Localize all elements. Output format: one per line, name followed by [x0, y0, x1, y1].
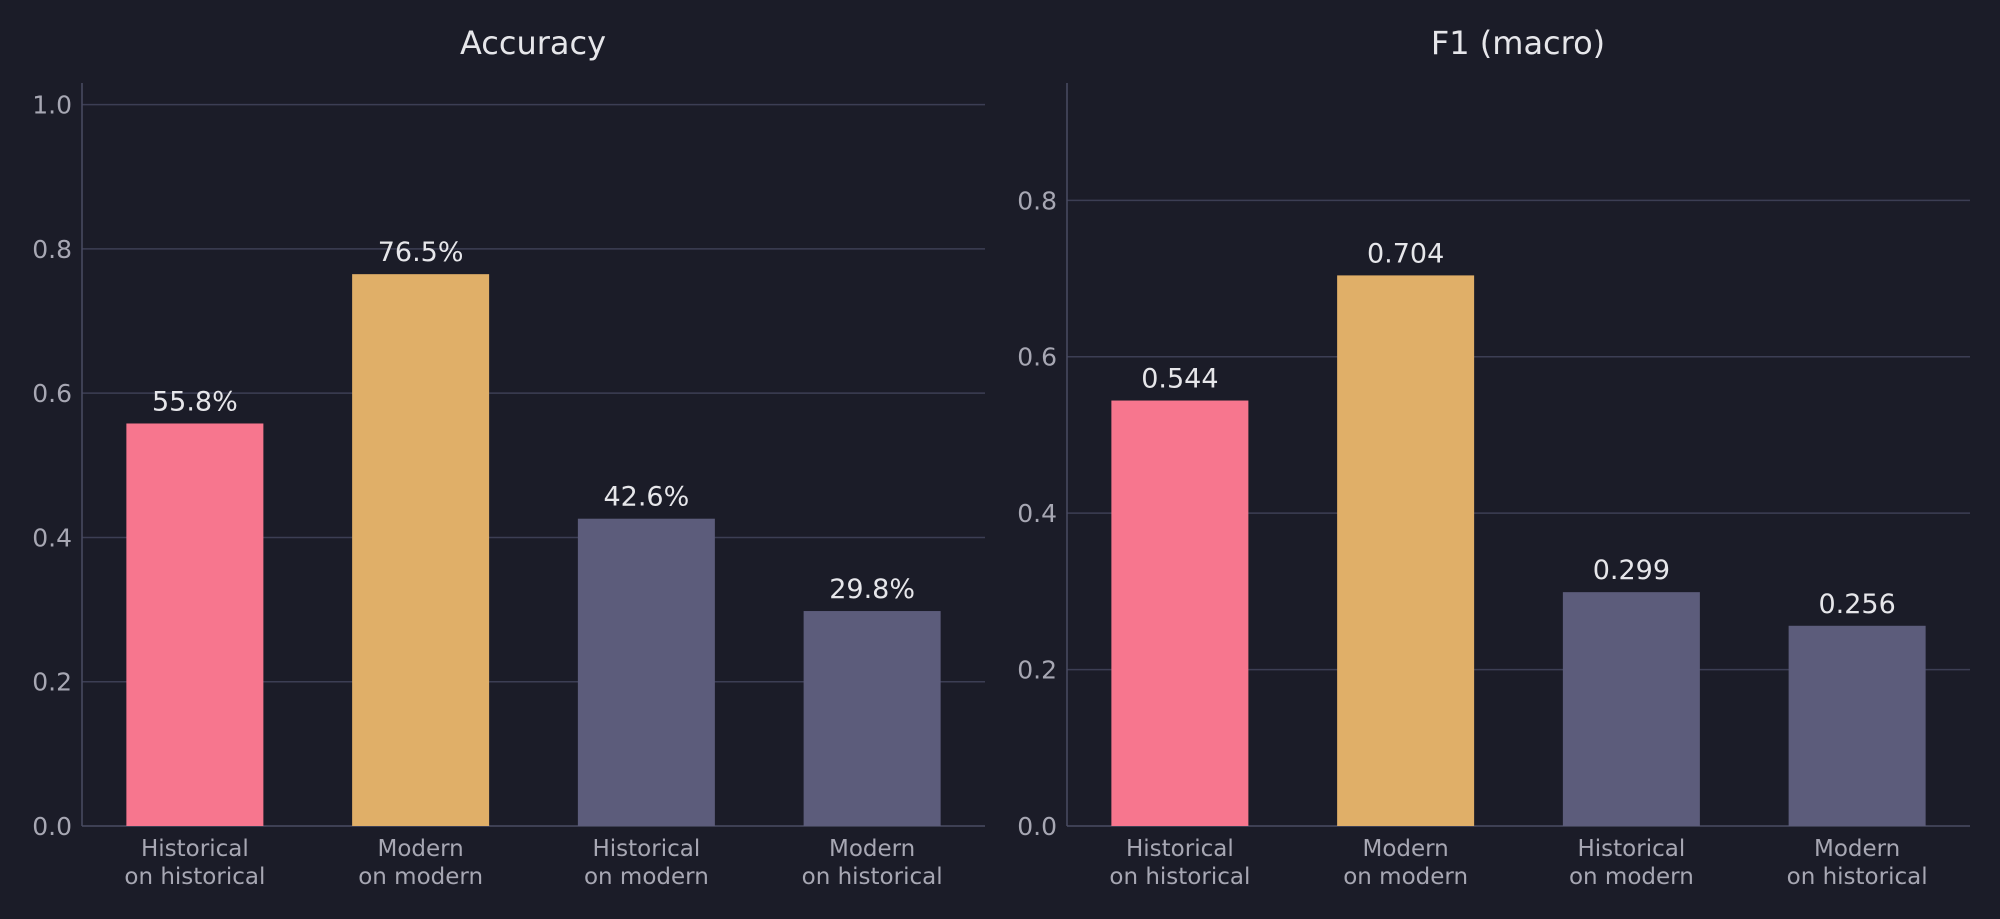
- y-tick-label: 0.2: [1017, 656, 1057, 685]
- bar: [126, 423, 264, 826]
- bar-value-label: 0.704: [1367, 238, 1444, 269]
- y-tick-label: 0.2: [32, 668, 72, 697]
- bar-value-label: 0.256: [1818, 589, 1895, 620]
- x-category-label: on historical: [802, 864, 943, 890]
- y-tick-label: 0.4: [1017, 499, 1057, 528]
- bar-value-label: 42.6%: [603, 482, 689, 513]
- x-category-label: on modern: [584, 864, 709, 890]
- x-category-label: Modern: [1362, 836, 1448, 862]
- y-tick-label: 0.8: [32, 235, 72, 264]
- x-category-label: Historical: [1126, 836, 1234, 862]
- bar: [1111, 400, 1249, 826]
- bar-value-label: 0.299: [1593, 555, 1670, 586]
- x-category-label: Historical: [141, 836, 249, 862]
- x-category-label: on historical: [1109, 864, 1250, 890]
- f1-chart-title: F1 (macro): [1431, 24, 1605, 62]
- y-tick-label: 0.0: [32, 812, 72, 841]
- bar: [1788, 625, 1926, 826]
- x-category-label: Historical: [1578, 836, 1686, 862]
- bar-value-label: 55.8%: [152, 386, 238, 417]
- x-category-label: Modern: [1814, 836, 1900, 862]
- bar-value-label: 29.8%: [829, 574, 915, 605]
- bar: [1562, 592, 1700, 826]
- f1-macro-panel: F1 (macro) 0.0 0.2 0.4 0.6 0.8 0.544 Historica…: [1017, 24, 1970, 890]
- x-category-label: on historical: [1787, 864, 1928, 890]
- x-category-label: Modern: [377, 836, 463, 862]
- x-category-label: on historical: [124, 864, 265, 890]
- bar: [1337, 275, 1475, 826]
- y-tick-label: 0.0: [1017, 812, 1057, 841]
- bar-value-label: 76.5%: [378, 237, 464, 268]
- accuracy-panel: Accuracy 0.0 0.2 0.4 0.6 0.8 1.0 55.8% Historic…: [32, 24, 985, 890]
- x-category-label: on modern: [1569, 864, 1694, 890]
- y-tick-label: 0.6: [1017, 343, 1057, 372]
- bar-value-label: 0.544: [1141, 364, 1218, 395]
- accuracy-chart-title: Accuracy: [460, 24, 606, 62]
- x-category-label: Historical: [593, 836, 701, 862]
- x-category-label: on modern: [1343, 864, 1468, 890]
- x-category-label: Modern: [829, 836, 915, 862]
- bar: [577, 518, 715, 826]
- bar: [352, 274, 490, 827]
- bar: [803, 611, 941, 826]
- y-tick-label: 1.0: [32, 91, 72, 120]
- y-tick-label: 0.4: [32, 523, 72, 552]
- y-tick-label: 0.8: [1017, 186, 1057, 215]
- y-tick-label: 0.6: [32, 379, 72, 408]
- x-category-label: on modern: [358, 864, 483, 890]
